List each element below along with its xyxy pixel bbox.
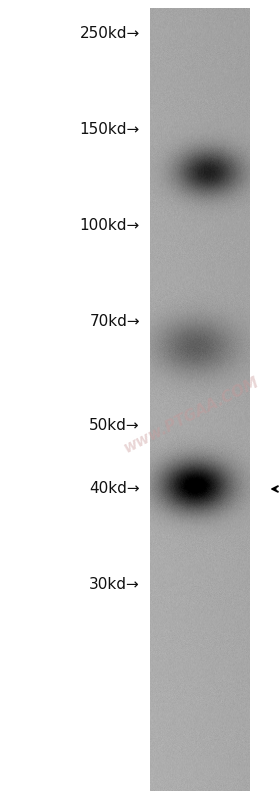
Text: 70kd→: 70kd→ xyxy=(89,314,140,328)
Text: 250kd→: 250kd→ xyxy=(80,26,140,41)
Text: 50kd→: 50kd→ xyxy=(89,418,140,432)
Text: 100kd→: 100kd→ xyxy=(80,218,140,233)
Text: 30kd→: 30kd→ xyxy=(89,578,140,592)
Text: 40kd→: 40kd→ xyxy=(89,482,140,496)
Text: www.PTGAA.COM: www.PTGAA.COM xyxy=(121,375,262,456)
Text: 150kd→: 150kd→ xyxy=(80,122,140,137)
